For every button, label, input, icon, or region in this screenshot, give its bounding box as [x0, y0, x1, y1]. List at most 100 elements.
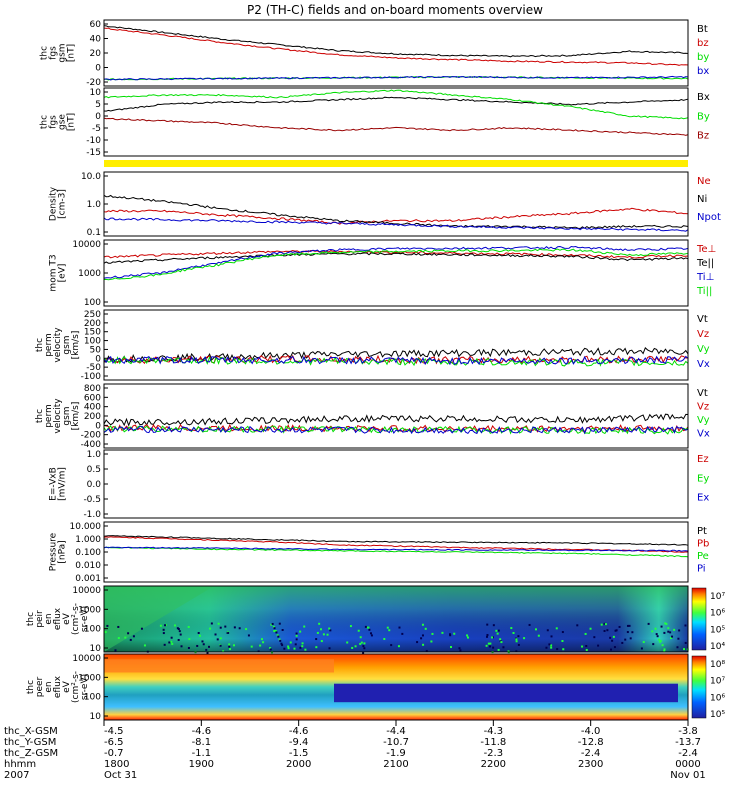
heatmap-noise: [654, 627, 657, 630]
heatmap-noise: [510, 627, 513, 630]
heatmap-noise: [561, 639, 564, 642]
y-tick-label: 10: [90, 712, 102, 722]
y-tick-label: 50: [90, 345, 102, 355]
heatmap-noise: [318, 622, 321, 625]
heatmap-noise: [301, 645, 304, 648]
heatmap-noise: [606, 629, 609, 632]
heatmap-noise: [205, 648, 208, 651]
heatmap-noise: [363, 642, 366, 645]
heatmap-peir-overlay: [104, 586, 688, 652]
heatmap-noise: [678, 629, 681, 632]
heatmap-noise: [114, 649, 117, 652]
y-axis-label: fgs: [49, 115, 59, 129]
heatmap-noise: [294, 643, 297, 646]
axis-value: -4.5: [104, 726, 124, 737]
y-tick-label: 10.0: [81, 172, 101, 182]
heatmap-noise: [104, 631, 107, 634]
heatmap-noise: [269, 648, 272, 651]
heatmap-noise: [421, 634, 424, 637]
heatmap-noise: [362, 645, 365, 648]
heatmap-noise: [289, 641, 292, 644]
heatmap-noise: [224, 625, 227, 628]
heatmap-noise: [676, 646, 679, 649]
labels-group: Bt bz by bx Bx By Bz Ne Ni Npot Te⊥ Te|| Ti⊥ Ti|| Vt Vz…: [696, 24, 721, 575]
heatmap-peer-band: [334, 683, 678, 703]
y-axis-label: Pressure: [49, 532, 59, 571]
heatmap-noise: [280, 642, 283, 645]
axis-value: 2200: [481, 759, 506, 770]
axis-value: -8.1: [192, 737, 212, 748]
heatmap-noise: [515, 638, 518, 641]
y-tick-label: 1.0: [87, 200, 102, 210]
y-axis-label: [nPa]: [58, 540, 68, 563]
panel-peir: 10⁷ 10⁶ 10⁵ 10⁴ 10000 1000 100 10 thc peir en eflux…: [26, 585, 725, 654]
heatmap-noise: [171, 642, 174, 645]
heatmap-noise: [106, 624, 109, 627]
heatmap-noise: [278, 622, 281, 625]
heatmap-noise: [487, 642, 490, 645]
heatmap-noise: [132, 635, 135, 638]
heatmap-noise: [629, 637, 632, 640]
heatmap-noise: [425, 649, 428, 652]
axis-value: -4.6: [192, 726, 212, 737]
heatmap-noise: [684, 641, 687, 644]
heatmap-noise: [612, 635, 615, 638]
y-axis-label: gsm: [62, 406, 72, 425]
heatmap-noise: [441, 631, 444, 634]
y-axis-label: thc: [35, 409, 45, 423]
heatmap-noise: [274, 630, 277, 633]
heatmap-noise: [328, 627, 331, 630]
heatmap-noise: [269, 647, 272, 650]
heatmap-noise: [661, 644, 664, 647]
heatmap-noise: [360, 641, 363, 644]
heatmap-noise: [515, 640, 518, 643]
heatmap-noise: [316, 631, 319, 634]
heatmap-noise: [663, 648, 666, 651]
legend-velocity_gsm: Vt: [697, 314, 708, 325]
heatmap-noise: [364, 625, 367, 628]
heatmap-noise: [497, 648, 500, 651]
heatmap-noise: [283, 647, 286, 650]
y-tick-label: 1.0: [87, 450, 102, 460]
heatmap-noise: [233, 626, 236, 629]
heatmap-noise: [177, 628, 180, 631]
colorbar-tick-label: 10⁶: [710, 609, 725, 619]
axis-value: -12.8: [578, 737, 604, 748]
y-tick-label: 200: [84, 319, 101, 329]
heatmap-noise: [604, 623, 607, 626]
series-temperature-2: [103, 245, 689, 279]
heatmap-noise: [556, 648, 559, 651]
legend-fgs_gsm: Bt: [697, 24, 708, 35]
series-density-2: [103, 217, 689, 232]
heatmap-noise: [206, 651, 209, 654]
heatmap-noise: [499, 638, 502, 641]
heatmap-noise: [168, 641, 171, 644]
series-pressure-1: [103, 536, 689, 553]
heatmap-noise: [209, 627, 212, 630]
heatmap-noise: [257, 650, 260, 653]
heatmap-noise: [517, 635, 520, 638]
legend-density: Ne: [697, 176, 711, 187]
heatmap-noise: [299, 630, 302, 633]
heatmap-noise: [489, 645, 492, 648]
heatmap-noise: [281, 644, 284, 647]
heatmap-noise: [626, 624, 629, 627]
heatmap-noise: [517, 643, 520, 646]
heatmap-noise: [515, 650, 518, 653]
y-tick-label: 10000: [72, 240, 101, 250]
heatmap-noise: [217, 622, 220, 625]
series-velocity_gsm-3: [103, 355, 689, 366]
axis-value: 2100: [383, 759, 408, 770]
y-axis-label: [km/s]: [71, 331, 81, 360]
y-axis-label: [mV/m]: [58, 467, 68, 501]
colorbar: [691, 587, 707, 651]
y-axis-label: thc: [26, 680, 36, 694]
heatmap-noise: [281, 629, 284, 632]
series-pressure-2: [103, 546, 689, 558]
heatmap-noise: [667, 627, 670, 630]
heatmap-noise: [238, 627, 241, 630]
heatmap-noise: [651, 630, 654, 633]
heatmap-noise: [228, 645, 231, 648]
y-tick-label: 1000: [78, 605, 101, 615]
